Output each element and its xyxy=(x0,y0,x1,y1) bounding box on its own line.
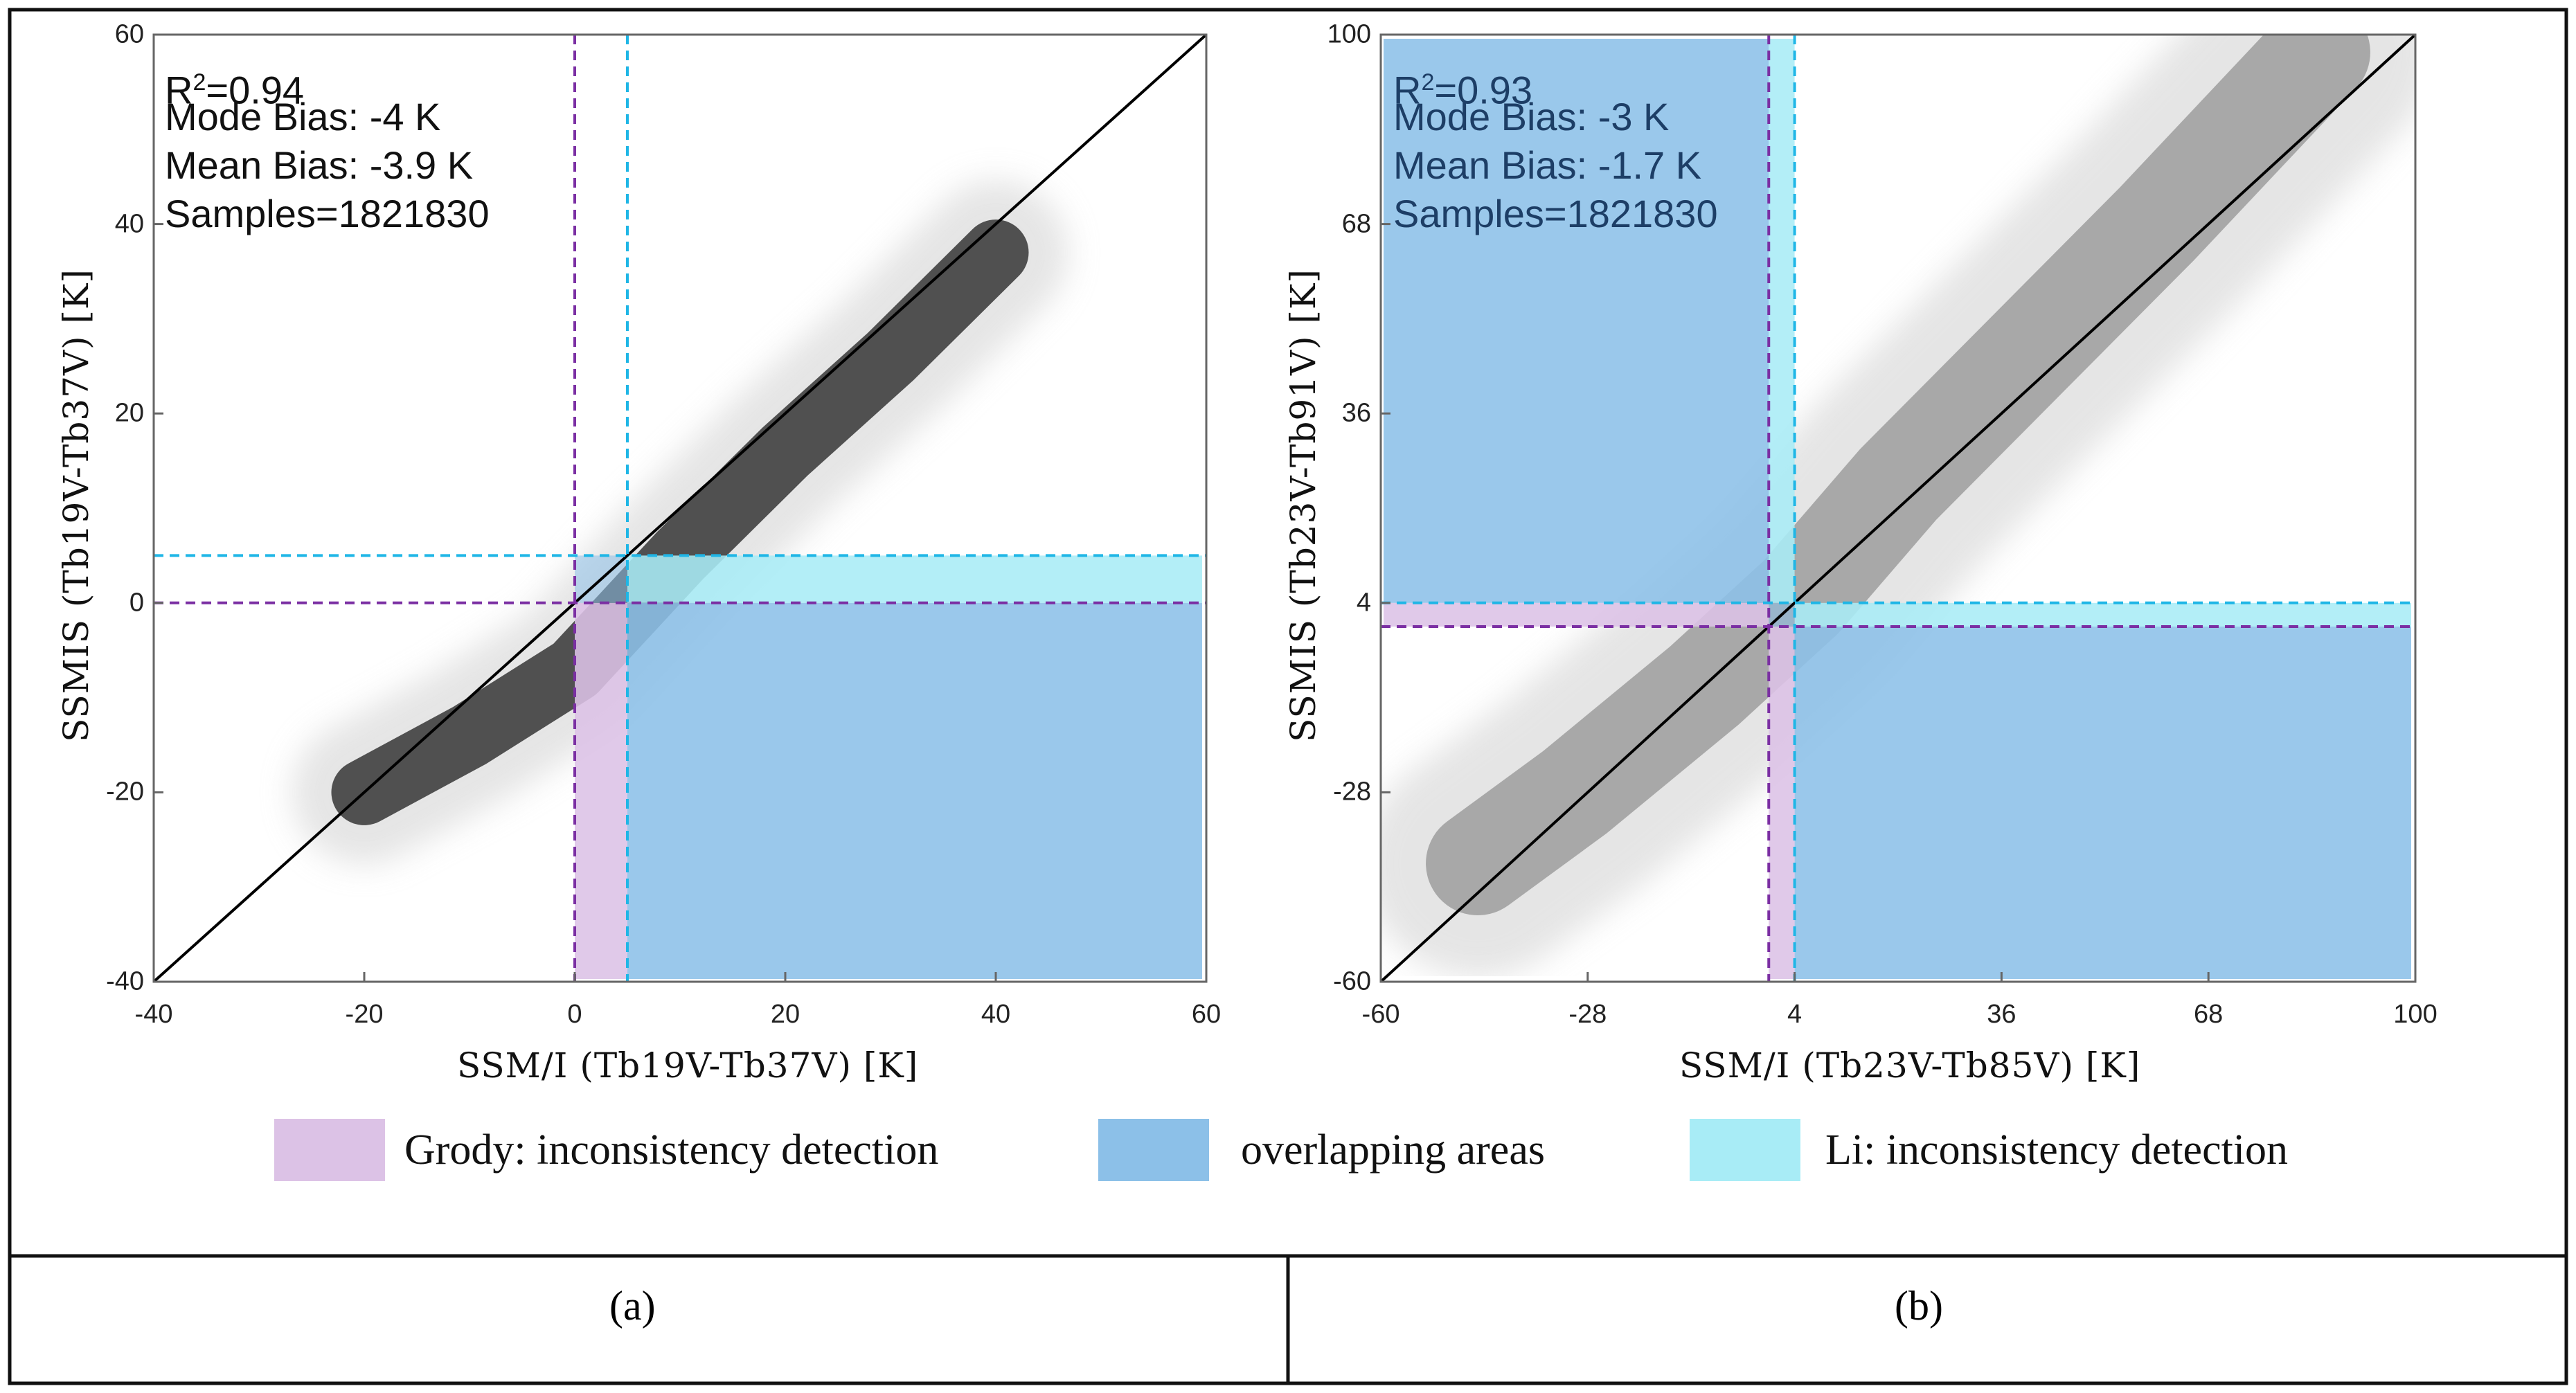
legend-label-li: Li: inconsistency detection xyxy=(1825,1126,2289,1174)
y-tick-label-a: -40 xyxy=(106,967,144,996)
chart-b xyxy=(1379,33,2417,983)
region-li-vertical-b xyxy=(1769,39,1795,603)
x-tick-label-b: -28 xyxy=(1568,1000,1607,1029)
y-tick-label-a: 0 xyxy=(129,588,144,618)
one-to-one-line-a xyxy=(152,33,1208,983)
samples-b: Samples=1821830 xyxy=(1393,192,1718,235)
region-grody-horizontal-b xyxy=(1384,602,1769,627)
y-axis-label-b: SSMIS (Tb23V-Tb91V) [K] xyxy=(1283,269,1323,742)
legend-swatch-grody xyxy=(274,1119,385,1181)
x-tick-label-a: 0 xyxy=(567,1000,582,1029)
scatter-core-b xyxy=(1426,35,2370,915)
chart-a xyxy=(152,33,1208,983)
y-tick-label-b: 100 xyxy=(1327,19,1371,49)
region-li-horizontal-a xyxy=(627,555,1202,603)
legend-label-overlap: overlapping areas xyxy=(1241,1126,1545,1174)
r2-label-b: R xyxy=(1393,68,1422,112)
y-tick-label-b: 68 xyxy=(1341,209,1371,239)
legend-swatch-li xyxy=(1690,1119,1800,1181)
region-li-horizontal-b xyxy=(1794,602,2411,627)
x-tick-label-a: -20 xyxy=(345,1000,384,1029)
one-to-one-line-b xyxy=(1379,33,2417,983)
y-tick-label-a: 20 xyxy=(114,398,144,428)
mode-bias-b: Mode Bias: -3 K xyxy=(1393,95,1670,138)
x-axis-label-b: SSM/I (Tb23V-Tb85V) [K] xyxy=(1679,1045,2141,1086)
y-tick-label-b: 36 xyxy=(1341,398,1371,428)
r2-label-a: R xyxy=(165,68,193,112)
region-grody-vertical-b xyxy=(1769,627,1795,979)
scatter-cloud-b xyxy=(1381,35,2415,976)
region-grody-vertical-a xyxy=(575,602,627,979)
x-tick-label-b: 36 xyxy=(1987,1000,2016,1029)
x-tick-label-b: 4 xyxy=(1787,1000,1803,1029)
axes-frame-a xyxy=(152,33,1208,983)
y-tick-label-a: 60 xyxy=(114,19,144,49)
y-tick-label-a: 40 xyxy=(114,209,144,239)
samples-a: Samples=1821830 xyxy=(165,192,490,235)
x-tick-label-a: 60 xyxy=(1191,1000,1222,1029)
region-overlap-bottom-b xyxy=(1794,627,2411,979)
x-tick-label-b: 100 xyxy=(2393,1000,2438,1029)
r2-b: R2=0.93 xyxy=(1393,58,1532,115)
caption-b: (b) xyxy=(1895,1283,1943,1329)
x-axis-label-a: SSM/I (Tb19V-Tb37V) [K] xyxy=(457,1045,919,1086)
x-tick-label-a: 40 xyxy=(981,1000,1011,1029)
r2-sup-a: 2 xyxy=(193,69,206,96)
r2-value-a: =0.94 xyxy=(206,68,305,112)
legend-label-grody: Grody: inconsistency detection xyxy=(404,1126,939,1174)
x-tick-label-b: 68 xyxy=(2194,1000,2224,1029)
caption-a: (a) xyxy=(609,1283,656,1329)
y-tick-label-b: 4 xyxy=(1356,588,1371,618)
r2-value-b: =0.93 xyxy=(1434,68,1533,112)
x-tick-label-b: -60 xyxy=(1361,1000,1400,1029)
y-tick-label-b: -28 xyxy=(1333,777,1371,807)
x-tick-label-a: 20 xyxy=(770,1000,800,1029)
legend-swatch-overlap xyxy=(1098,1119,1209,1181)
mean-bias-a: Mean Bias: -3.9 K xyxy=(165,143,474,187)
mean-bias-b: Mean Bias: -1.7 K xyxy=(1393,143,1702,187)
r2-a: R2=0.94 xyxy=(165,58,304,115)
r2-sup-b: 2 xyxy=(1421,69,1435,96)
y-axis-label-a: SSMIS (Tb19V-Tb37V) [K] xyxy=(56,269,96,742)
y-tick-label-a: -20 xyxy=(106,777,144,807)
axes-frame-b xyxy=(1379,33,2417,983)
region-overlap-top-b xyxy=(1384,39,1769,603)
region-overlap-bottom-a xyxy=(627,602,1202,979)
y-tick-label-b: -60 xyxy=(1333,967,1371,996)
x-tick-label-a: -40 xyxy=(134,1000,173,1029)
mode-bias-a: Mode Bias: -4 K xyxy=(165,95,441,138)
